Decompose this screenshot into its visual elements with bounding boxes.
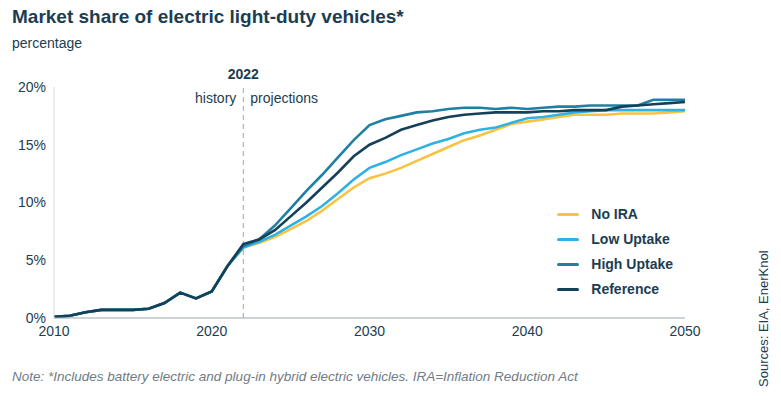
html-text:Note: *Includes battery electr: Note: *Includes battery electric and plu… [12,369,578,384]
svg-text:2010: 2010 [38,322,70,339]
svg-text:5%: 5% [26,252,46,268]
svg-text:2020: 2020 [196,323,227,339]
svg-text:2022: 2022 [228,66,259,82]
svg-text:0%: 0% [26,310,46,326]
svg-text:Sources: EIA, EnerKnol: Sources: EIA, EnerKnol [756,250,771,387]
svg-text:10%: 10% [18,194,46,210]
svg-text:history: history [195,90,236,106]
svg-text:2040: 2040 [512,323,543,339]
svg-text:projections: projections [250,90,318,106]
html-text:High Uptake: High Uptake [591,256,673,272]
html-text:percentage: percentage [12,35,83,51]
svg-text:2050: 2050 [669,323,700,339]
svg-text:15%: 15% [18,137,46,153]
html-text:Reference: Reference [591,281,659,297]
svg-text:2030: 2030 [354,323,385,339]
html-text:Market share of electric light: Market share of electric light-duty vehi… [12,6,404,27]
svg-text:20%: 20% [18,79,46,95]
html-text:No IRA: No IRA [591,206,638,222]
html-text:Low Uptake: Low Uptake [591,231,670,247]
